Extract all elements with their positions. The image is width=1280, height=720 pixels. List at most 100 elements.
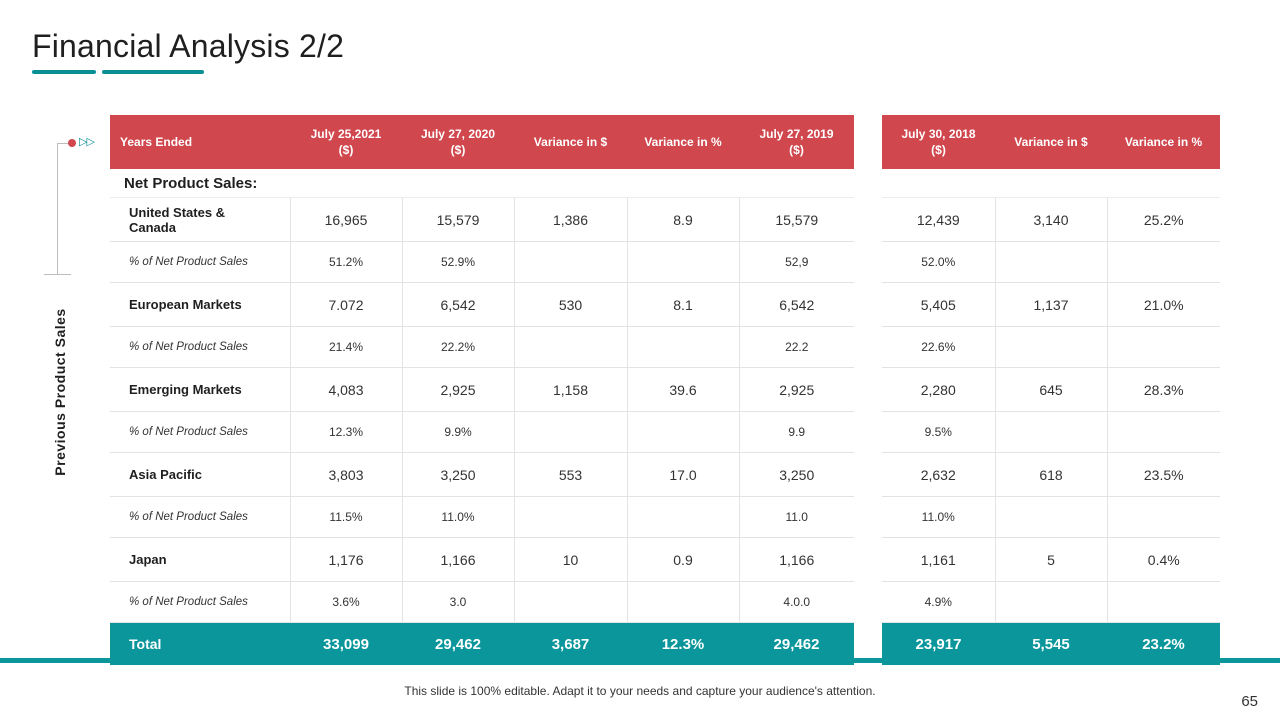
table-cell: 1,166: [739, 537, 854, 582]
side-label: Previous Product Sales: [52, 308, 68, 476]
section-row: [882, 169, 1220, 198]
table-cell: 553: [514, 452, 628, 497]
table-cell: 22.2%: [402, 326, 515, 368]
table-cell: 9.9: [739, 411, 854, 453]
table-cell: 4.0.0: [739, 581, 854, 623]
bottom-accent-bar: [0, 658, 1280, 663]
table-cell: [627, 496, 740, 538]
table-cell: 2,632: [882, 452, 996, 497]
table-cell: [514, 496, 628, 538]
main-table: Years Ended July 25,2021 ($) July 27, 2020…: [110, 115, 854, 665]
title-underline-left: [32, 70, 96, 74]
table-cell: 530: [514, 282, 628, 327]
table-cell: 11.0%: [882, 496, 996, 538]
row-label: % of Net Product Sales: [110, 581, 291, 623]
table-cell: 3.6%: [290, 581, 403, 623]
table-cell: [627, 326, 740, 368]
column-header: Variance in %: [627, 115, 739, 169]
table-row: 52.0%: [882, 241, 1220, 283]
table-cell: 618: [995, 452, 1108, 497]
total-row: 23,917 5,545 23.2%: [882, 622, 1220, 665]
table-row: 9.5%: [882, 411, 1220, 453]
column-header: July 27, 2020 ($): [402, 115, 514, 169]
total-cell: 29,462: [402, 622, 514, 665]
table-cell: 645: [995, 367, 1108, 412]
table-cell: 22.6%: [882, 326, 996, 368]
table-cell: 52.9%: [402, 241, 515, 283]
table-row: % of Net Product Sales 51.2% 52.9% 52,9: [110, 241, 854, 283]
section-row: Net Product Sales:: [110, 169, 854, 198]
row-label: % of Net Product Sales: [110, 411, 291, 453]
table-cell: 11.5%: [290, 496, 403, 538]
table-cell: [995, 241, 1108, 283]
table-cell: 16,965: [290, 197, 403, 242]
table-cell: 10: [514, 537, 628, 582]
table-row: Asia Pacific 3,803 3,250 553 17.0 3,250: [110, 452, 854, 497]
side-bracket-bottom: [44, 274, 71, 275]
row-label: Asia Pacific: [110, 452, 291, 497]
table-cell: 11.0%: [402, 496, 515, 538]
table-cell: 51.2%: [290, 241, 403, 283]
table-cell: 5,405: [882, 282, 996, 327]
table-cell: 12,439: [882, 197, 996, 242]
total-label: Total: [110, 622, 290, 665]
table-cell: 2,925: [739, 367, 854, 412]
table-cell: 21.0%: [1107, 282, 1220, 327]
table-cell: 15,579: [402, 197, 515, 242]
table-cell: [1107, 326, 1220, 368]
table-cell: 2,280: [882, 367, 996, 412]
table-row: 12,439 3,140 25.2%: [882, 197, 1220, 242]
table-cell: [514, 241, 628, 283]
table-cell: 28.3%: [1107, 367, 1220, 412]
table-cell: 3,803: [290, 452, 403, 497]
table-cell: [627, 241, 740, 283]
table-cell: 1,158: [514, 367, 628, 412]
table-cell: 4.9%: [882, 581, 996, 623]
table-row: % of Net Product Sales 11.5% 11.0% 11.0: [110, 496, 854, 538]
row-label: United States & Canada: [110, 197, 291, 242]
table-cell: 5: [995, 537, 1108, 582]
page-number: 65: [1241, 693, 1258, 710]
column-header: July 25,2021 ($): [290, 115, 402, 169]
table-cell: 12.3%: [290, 411, 403, 453]
table-row: Emerging Markets 4,083 2,925 1,158 39.6 2,925: [110, 367, 854, 412]
table-cell: [995, 496, 1108, 538]
side-bracket-top: [57, 143, 70, 144]
table-cell: 9.5%: [882, 411, 996, 453]
row-label: Emerging Markets: [110, 367, 291, 412]
row-label: European Markets: [110, 282, 291, 327]
table-cell: 6,542: [739, 282, 854, 327]
column-header: Variance in $: [995, 115, 1107, 169]
table-row: United States & Canada 16,965 15,579 1,386 8…: [110, 197, 854, 242]
section-label: Net Product Sales:: [110, 169, 854, 198]
table-cell: 1,137: [995, 282, 1108, 327]
table-cell: [1107, 581, 1220, 623]
row-label: % of Net Product Sales: [110, 326, 291, 368]
table-cell: [995, 411, 1108, 453]
total-cell: 33,099: [290, 622, 402, 665]
table-cell: 39.6: [627, 367, 740, 412]
table-cell: 1,176: [290, 537, 403, 582]
table-cell: 7.072: [290, 282, 403, 327]
table-cell: 9.9%: [402, 411, 515, 453]
table-row: European Markets 7.072 6,542 530 8.1 6,542: [110, 282, 854, 327]
table-row: 4.9%: [882, 581, 1220, 623]
table-cell: 17.0: [627, 452, 740, 497]
section-spacer: [882, 169, 1220, 198]
table-cell: 52.0%: [882, 241, 996, 283]
table-cell: 6,542: [402, 282, 515, 327]
table-cell: 0.4%: [1107, 537, 1220, 582]
table-cell: [995, 581, 1108, 623]
table-row: 5,405 1,137 21.0%: [882, 282, 1220, 327]
table-cell: [995, 326, 1108, 368]
table-cell: 3.0: [402, 581, 515, 623]
table-cell: 1,161: [882, 537, 996, 582]
right-table: July 30, 2018 ($) Variance in $ Variance i…: [882, 115, 1220, 665]
table-cell: 11.0: [739, 496, 854, 538]
table-row: % of Net Product Sales 12.3% 9.9% 9.9: [110, 411, 854, 453]
table-cell: 3,250: [739, 452, 854, 497]
table-cell: [1107, 241, 1220, 283]
row-label: Japan: [110, 537, 291, 582]
table-cell: 23.5%: [1107, 452, 1220, 497]
table-cell: 8.1: [627, 282, 740, 327]
